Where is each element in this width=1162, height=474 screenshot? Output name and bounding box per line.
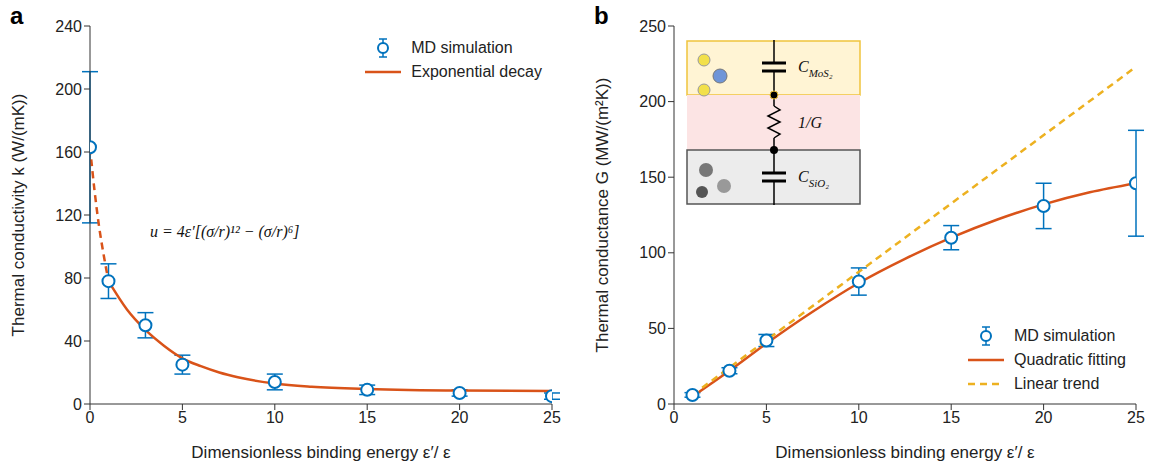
svg-text:CMoS₂: CMoS₂	[798, 58, 833, 79]
svg-text:150: 150	[639, 169, 666, 186]
svg-text:250: 250	[639, 18, 666, 35]
svg-text:CSiO₂: CSiO₂	[798, 168, 829, 189]
svg-text:1/G: 1/G	[798, 114, 822, 131]
svg-text:0: 0	[657, 396, 666, 413]
html-text:a: a	[10, 2, 24, 29]
svg-text:Thermal conductivity k (W/(mK): Thermal conductivity k (W/(mK))	[9, 94, 28, 337]
svg-text:25: 25	[543, 409, 561, 426]
svg-text:0: 0	[670, 409, 679, 426]
svg-text:20: 20	[1035, 409, 1053, 426]
svg-text:200: 200	[55, 81, 82, 98]
html-text:MD simulation: MD simulation	[411, 39, 513, 56]
svg-text:Thermal conductance G (MW/(m²K: Thermal conductance G (MW/(m²K))	[593, 78, 612, 353]
svg-text:80: 80	[64, 270, 82, 287]
svg-text:Dimensionless binding energy ε: Dimensionless binding energy ε′/ ε	[191, 443, 451, 462]
svg-text:15: 15	[942, 409, 960, 426]
svg-text:5: 5	[178, 409, 187, 426]
svg-text:120: 120	[55, 207, 82, 224]
svg-text:10: 10	[850, 409, 868, 426]
svg-text:5: 5	[762, 409, 771, 426]
html-text:Exponential decay: Exponential decay	[411, 63, 542, 80]
svg-text:10: 10	[266, 409, 284, 426]
svg-text:240: 240	[55, 18, 82, 35]
html-text:Quadratic fitting: Quadratic fitting	[1013, 351, 1126, 368]
html-text:u = 4ε′[(σ/r)¹² − (σ/r)⁶]: u = 4ε′[(σ/r)¹² − (σ/r)⁶]	[150, 222, 300, 240]
html-text:b: b	[594, 2, 609, 29]
svg-text:0: 0	[86, 409, 95, 426]
svg-text:15: 15	[358, 409, 376, 426]
html-text:MD simulation: MD simulation	[1013, 327, 1116, 344]
svg-text:160: 160	[55, 144, 82, 161]
svg-text:40: 40	[64, 333, 82, 350]
svg-text:25: 25	[1127, 409, 1145, 426]
svg-text:50: 50	[648, 320, 666, 337]
svg-text:20: 20	[451, 409, 469, 426]
svg-text:0: 0	[73, 396, 82, 413]
svg-text:Dimensionless binding energy ε: Dimensionless binding energy ε′/ ε	[775, 443, 1035, 462]
html-text:Linear trend: Linear trend	[1013, 375, 1100, 392]
svg-text:100: 100	[639, 244, 666, 261]
svg-text:200: 200	[639, 93, 666, 110]
